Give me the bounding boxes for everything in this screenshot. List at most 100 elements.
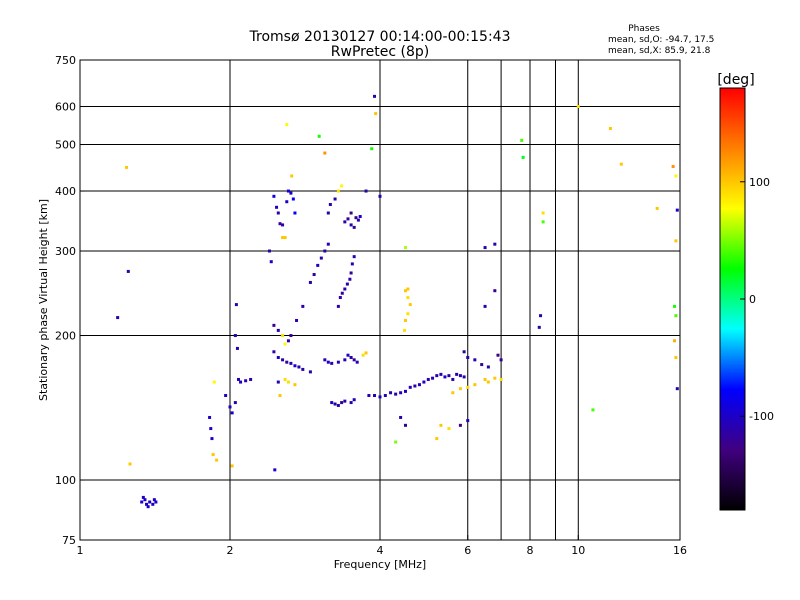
data-point xyxy=(283,342,287,346)
data-point xyxy=(499,358,503,362)
data-point xyxy=(276,328,280,332)
data-point xyxy=(272,323,276,327)
data-point xyxy=(230,464,234,468)
data-point xyxy=(275,205,279,209)
data-point xyxy=(458,387,462,391)
data-point xyxy=(352,358,356,362)
data-point xyxy=(336,403,340,407)
data-point xyxy=(211,453,215,457)
x-axis-label: Frequency [MHz] xyxy=(334,558,426,571)
x-tick-label: 1 xyxy=(77,544,84,557)
y-tick-label: 300 xyxy=(55,245,76,258)
data-point xyxy=(290,174,294,178)
data-point xyxy=(233,334,237,338)
data-point xyxy=(537,325,541,329)
data-point xyxy=(326,242,330,246)
data-point xyxy=(675,387,679,391)
y-tick-label: 400 xyxy=(55,185,76,198)
data-point xyxy=(293,383,297,387)
data-point xyxy=(349,271,353,275)
data-point xyxy=(483,377,487,381)
data-point xyxy=(141,495,145,499)
data-point xyxy=(349,401,353,405)
data-point xyxy=(462,350,466,354)
data-point xyxy=(403,318,407,322)
data-point xyxy=(336,189,340,193)
chart-subtitle: RwPretec (8p) xyxy=(331,44,429,60)
data-point xyxy=(293,364,297,368)
data-point xyxy=(675,208,679,212)
data-point xyxy=(308,280,312,284)
data-point xyxy=(326,360,330,364)
data-point xyxy=(269,260,273,264)
data-point xyxy=(473,358,477,362)
data-point xyxy=(576,105,580,109)
data-point xyxy=(276,380,280,384)
data-point xyxy=(541,211,545,215)
data-point xyxy=(308,370,312,374)
data-point xyxy=(447,374,451,378)
data-point xyxy=(458,423,462,427)
data-point xyxy=(333,197,337,201)
x-tick-label: 4 xyxy=(377,544,384,557)
data-point xyxy=(333,402,337,406)
colorbar-tick-label: 100 xyxy=(749,176,770,189)
data-point xyxy=(435,437,439,441)
data-point xyxy=(466,385,470,389)
data-point xyxy=(281,334,285,338)
data-point xyxy=(619,162,623,166)
data-point xyxy=(286,380,290,384)
data-point xyxy=(235,346,239,350)
data-point xyxy=(451,377,455,381)
data-point xyxy=(293,211,297,215)
data-point xyxy=(151,502,155,506)
data-point xyxy=(285,123,289,127)
data-point xyxy=(140,500,144,504)
data-point xyxy=(236,377,240,381)
x-tick-label: 6 xyxy=(464,544,471,557)
data-point xyxy=(483,304,487,308)
data-point xyxy=(408,303,412,307)
data-point xyxy=(378,194,382,198)
data-point xyxy=(655,206,659,210)
data-point xyxy=(281,358,285,362)
x-axis: 1 2 4 6 8 10 16 xyxy=(77,535,687,557)
data-point xyxy=(349,223,353,227)
data-point xyxy=(447,427,451,431)
data-point xyxy=(352,255,356,259)
data-point xyxy=(374,112,378,116)
colorbar-tick-label: -100 xyxy=(749,410,774,423)
data-point xyxy=(417,383,421,387)
data-point xyxy=(408,385,412,389)
colorbar-title: [deg] xyxy=(717,72,754,88)
data-point xyxy=(403,289,407,293)
data-points xyxy=(116,94,679,509)
data-point xyxy=(146,505,150,509)
data-point xyxy=(364,189,368,193)
data-point xyxy=(283,236,287,240)
data-point xyxy=(403,246,407,250)
data-point xyxy=(358,215,362,219)
data-point xyxy=(439,423,443,427)
data-point xyxy=(674,239,678,243)
data-point xyxy=(249,377,253,381)
data-point xyxy=(354,216,358,220)
data-point xyxy=(389,391,393,395)
data-point xyxy=(346,353,350,357)
data-point xyxy=(286,339,290,343)
stats-heading: Phases xyxy=(628,24,660,34)
data-point xyxy=(319,256,323,260)
data-point xyxy=(383,394,387,398)
data-point xyxy=(340,401,344,405)
data-point xyxy=(295,318,299,322)
data-point xyxy=(356,218,360,222)
data-point xyxy=(291,197,295,201)
data-point xyxy=(326,211,330,215)
data-point xyxy=(143,498,147,502)
colorbar-tick-label: 0 xyxy=(749,293,756,306)
data-point xyxy=(367,394,371,398)
data-point xyxy=(272,350,276,354)
x-tick-label: 16 xyxy=(673,544,687,557)
data-point xyxy=(340,184,344,188)
data-point xyxy=(343,399,347,403)
